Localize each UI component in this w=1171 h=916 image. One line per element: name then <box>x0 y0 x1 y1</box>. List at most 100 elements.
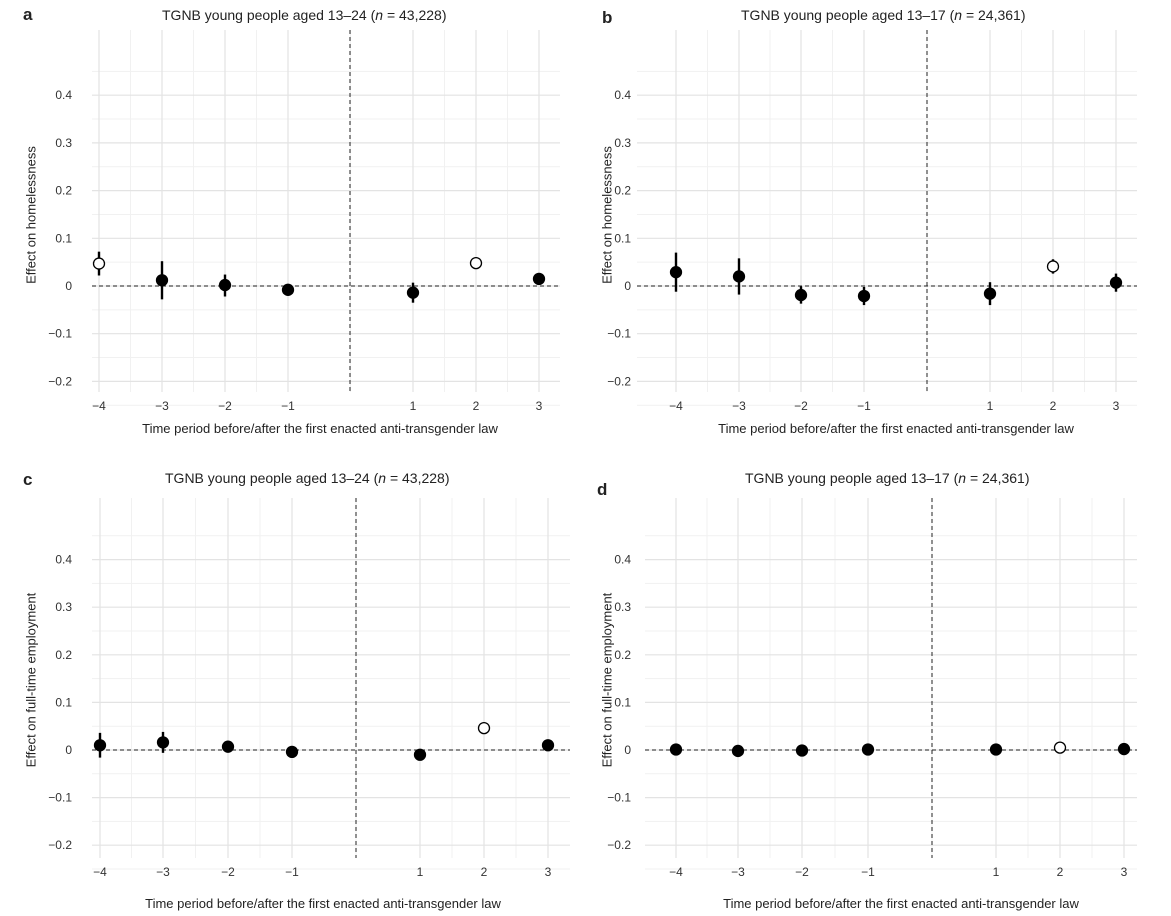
point-hollow <box>477 721 491 735</box>
x-axis-label: Time period before/after the first enact… <box>142 421 498 436</box>
point-filled <box>413 748 427 761</box>
point-filled <box>732 270 746 283</box>
title-n: n <box>375 7 384 23</box>
y-tick-label: −0.2 <box>48 838 72 852</box>
x-tick-label: 2 <box>1057 865 1064 879</box>
x-tick-label: −1 <box>861 865 875 879</box>
x-axis-label: Time period before/after the first enact… <box>145 896 501 911</box>
x-tick-label: 3 <box>1121 865 1128 879</box>
x-tick-label: 1 <box>410 399 417 413</box>
panel-letter: c <box>23 470 33 489</box>
chart-plot: 0.4 0.3 0.2 0.1 0 −0.1 −0.2 −4 −3 −2 −1 1 2 3 <box>607 498 1137 879</box>
panel-letter: b <box>602 8 613 27</box>
panel-a: a TGNB young people aged 13–24 (n = 43,2… <box>0 0 585 458</box>
x-tick-label: −2 <box>795 865 809 879</box>
point-filled <box>1109 276 1123 289</box>
point-filled <box>155 274 169 287</box>
y-tick-label: −0.1 <box>607 791 631 805</box>
point-filled <box>221 740 235 753</box>
title-text: TGNB young people aged 13–17 ( <box>745 470 959 486</box>
panel-d: d TGNB young people aged 13–17 (n = 24,3… <box>585 458 1171 916</box>
y-tick-label: −0.1 <box>48 327 72 341</box>
panel-title: TGNB young people aged 13–17 (n = 24,361… <box>741 7 1026 23</box>
x-tick-label: −3 <box>156 865 170 879</box>
chart-plot: 0.4 0.3 0.2 0.1 0 −0.1 −0.2 −4 −3 −2 −1 1 2 3 <box>607 30 1137 413</box>
x-tick-label: −1 <box>281 399 295 413</box>
title-count: = 24,361) <box>966 470 1030 486</box>
y-tick-label: −0.1 <box>48 791 72 805</box>
y-tick-label: 0.2 <box>614 648 631 662</box>
y-tick-label: 0.1 <box>55 231 72 245</box>
panel-letter: a <box>23 5 33 24</box>
y-tick-label: 0.2 <box>55 184 72 198</box>
y-tick-label: 0.3 <box>55 600 72 614</box>
y-tick-label: 0 <box>65 743 72 757</box>
point-filled <box>794 288 808 302</box>
y-tick-label: −0.2 <box>48 374 72 388</box>
point-filled <box>983 287 997 300</box>
y-tick-label: −0.1 <box>607 327 631 341</box>
point-filled <box>406 286 420 299</box>
x-tick-label: 1 <box>993 865 1000 879</box>
x-axis-label: Time period before/after the first enact… <box>718 421 1074 436</box>
point-filled <box>669 743 683 756</box>
title-n: n <box>954 7 963 23</box>
point-filled <box>218 278 232 292</box>
panel-b: b TGNB young people aged 13–17 (n = 24,3… <box>585 0 1171 458</box>
y-tick-label: 0.3 <box>614 136 631 150</box>
panel-title: TGNB young people aged 13–24 (n = 43,228… <box>165 470 450 486</box>
x-tick-label: −3 <box>731 865 745 879</box>
point-hollow <box>92 257 106 270</box>
x-tick-label: −3 <box>155 399 169 413</box>
y-tick-label: −0.2 <box>607 374 631 388</box>
y-tick-label: 0.4 <box>614 553 631 567</box>
point-filled <box>669 266 683 279</box>
panel-c: c TGNB young people aged 13–24 (n = 43,2… <box>0 458 585 916</box>
chart-plot: 0.4 0.3 0.2 0.1 0 −0.1 −0.2 −4 −3 −2 −1 1 2 3 <box>48 498 570 879</box>
title-n: n <box>378 470 387 486</box>
x-tick-label: 2 <box>473 399 480 413</box>
x-tick-label: −4 <box>669 399 683 413</box>
x-axis-label: Time period before/after the first enact… <box>723 896 1079 911</box>
point-filled <box>93 739 107 752</box>
title-n: n <box>958 470 967 486</box>
point-filled <box>731 744 745 758</box>
x-tick-label: 2 <box>481 865 488 879</box>
point-filled <box>989 743 1003 756</box>
x-tick-label: −2 <box>221 865 235 879</box>
x-tick-label: 1 <box>417 865 424 879</box>
chart-plot: 0.4 0.3 0.2 0.1 0 −0.1 −0.2 −4 −3 −2 −1 1 2 3 <box>48 30 560 413</box>
x-tick-label: 1 <box>987 399 994 413</box>
point-filled <box>281 283 295 296</box>
x-tick-label: −4 <box>93 865 107 879</box>
title-count: = 24,361) <box>962 7 1026 23</box>
y-tick-label: 0.1 <box>614 231 631 245</box>
point-hollow <box>1053 741 1067 754</box>
x-tick-label: −1 <box>857 399 871 413</box>
point-filled <box>1117 742 1131 756</box>
y-tick-label: 0.2 <box>614 184 631 198</box>
x-tick-label: −3 <box>732 399 746 413</box>
x-tick-label: −4 <box>92 399 106 413</box>
y-tick-label: 0 <box>624 743 631 757</box>
x-tick-label: −4 <box>669 865 683 879</box>
point-hollow <box>1046 260 1060 273</box>
panel-title: TGNB young people aged 13–17 (n = 24,361… <box>745 470 1030 486</box>
point-filled <box>285 745 299 759</box>
y-tick-label: 0.3 <box>55 136 72 150</box>
point-filled <box>532 272 546 285</box>
point-filled <box>541 739 555 752</box>
y-tick-label: −0.2 <box>607 838 631 852</box>
y-tick-label: 0.4 <box>55 553 72 567</box>
panel-letter: d <box>597 480 608 499</box>
point-filled <box>795 744 809 757</box>
point-filled <box>156 736 170 749</box>
title-text: TGNB young people aged 13–17 ( <box>741 7 955 23</box>
y-tick-label: 0.1 <box>614 695 631 709</box>
y-tick-label: 0.2 <box>55 648 72 662</box>
y-tick-label: 0.3 <box>614 600 631 614</box>
x-tick-label: −2 <box>794 399 808 413</box>
point-filled <box>861 743 875 756</box>
title-count: = 43,228) <box>386 470 450 486</box>
y-tick-label: 0 <box>65 279 72 293</box>
